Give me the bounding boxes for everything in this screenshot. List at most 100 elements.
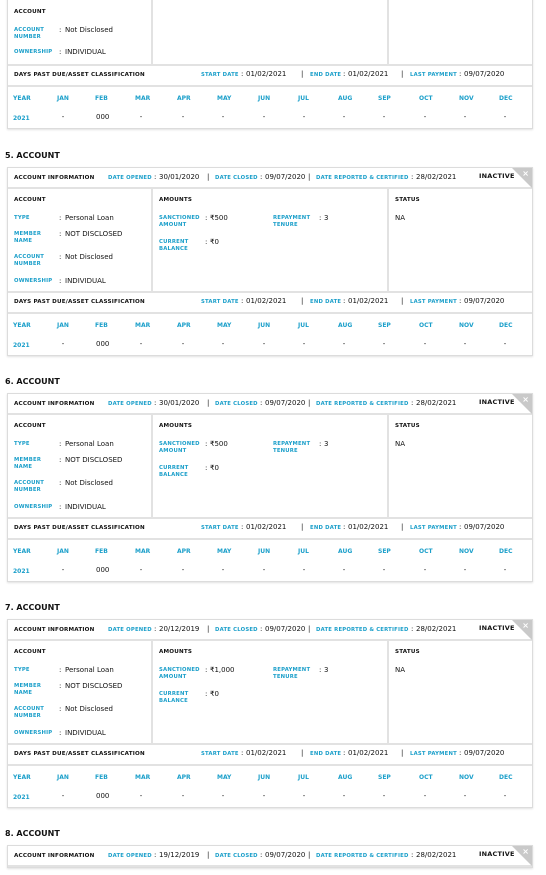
colon: :: [343, 297, 346, 305]
month-header: DEC: [499, 548, 513, 555]
field-label: OWNERSHIP: [14, 278, 53, 284]
account-info: ACCOUNT INFORMATION DATE OPENED:20/12/201…: [8, 620, 532, 641]
column-divider: [151, 189, 153, 291]
section-header: ACCOUNT INFORMATION: [14, 853, 95, 859]
field-label: OWNERSHIP: [14, 49, 53, 55]
info-label: DATE CLOSED: [215, 175, 258, 181]
colon: :: [205, 666, 208, 674]
month-header: JAN: [57, 95, 69, 102]
divider: |: [301, 749, 304, 757]
colon: :: [241, 70, 244, 78]
field-value: Not Disclosed: [65, 253, 113, 261]
field-label: OWNERSHIP: [14, 730, 53, 736]
month-header: OCT: [419, 548, 433, 555]
colon: :: [59, 26, 62, 34]
account-details: ACCOUNT ACCOUNT NUMBER: Not Disclosed OWNER…: [8, 0, 532, 66]
month-header: NOV: [459, 548, 474, 555]
field-value: Not Disclosed: [65, 479, 113, 487]
close-icon: ×: [522, 169, 529, 178]
dpd-value: 01/02/2021: [246, 297, 287, 305]
year-header: YEAR: [13, 548, 31, 555]
month-value: -: [342, 113, 346, 121]
colon: :: [59, 682, 62, 690]
dpd-label: LAST PAYMENT: [410, 525, 457, 531]
dpd-title: DAYS PAST DUE/ASSET CLASSIFICATION: [14, 72, 145, 78]
field-value: Personal Loan: [65, 214, 114, 222]
month-header: SEP: [378, 322, 391, 329]
month-header: MAR: [135, 774, 151, 781]
dpd-label: END DATE: [310, 72, 342, 78]
month-value: -: [302, 566, 306, 574]
month-value: -: [463, 566, 467, 574]
dpd-label: LAST PAYMENT: [410, 72, 457, 78]
section-header: AMOUNTS: [159, 423, 193, 429]
dpd-value: 01/02/2021: [348, 523, 389, 531]
month-header: APR: [177, 322, 191, 329]
colon: :: [205, 440, 208, 448]
month-header: SEP: [378, 774, 391, 781]
field-value: INDIVIDUAL: [65, 503, 106, 511]
dpd-label: LAST PAYMENT: [410, 751, 457, 757]
month-value: -: [423, 792, 427, 800]
year-header: YEAR: [13, 774, 31, 781]
colon: :: [343, 749, 346, 757]
account-heading: 7. ACCOUNT: [5, 603, 60, 612]
month-header: JUL: [298, 548, 309, 555]
status-badge: INACTIVE: [479, 172, 515, 180]
divider: |: [401, 523, 404, 531]
month-header: APR: [177, 95, 191, 102]
account-details: ACCOUNT TYPE: Personal Loan MEMBER NAME: NOT…: [8, 641, 532, 745]
divider: |: [308, 173, 311, 181]
colon: :: [260, 625, 263, 633]
field-value: NOT DISCLOSED: [65, 456, 123, 464]
section-header: STATUS: [395, 649, 420, 655]
month-header: JAN: [57, 548, 69, 555]
divider: |: [301, 523, 304, 531]
month-value: -: [61, 113, 65, 121]
months-row: YEAR JAN FEB MAR APR MAY JUN JUL AUG SEP OCT NOV DEC: [8, 540, 532, 560]
year-header: YEAR: [13, 322, 31, 329]
month-value: 000: [96, 340, 110, 348]
divider: |: [401, 749, 404, 757]
field-value: ₹500: [210, 440, 228, 448]
info-label: DATE CLOSED: [215, 627, 258, 633]
month-header: DEC: [499, 774, 513, 781]
close-icon: ×: [522, 847, 529, 856]
dpd-value: 09/07/2020: [464, 70, 505, 78]
info-value: 30/01/2020: [159, 173, 200, 181]
colon: :: [260, 851, 263, 859]
colon: :: [154, 173, 157, 181]
month-header: MAY: [217, 95, 232, 102]
close-icon: ×: [522, 395, 529, 404]
month-value: -: [181, 566, 185, 574]
column-divider: [387, 0, 389, 64]
month-value: -: [342, 566, 346, 574]
info-value: 28/02/2021: [416, 851, 457, 859]
month-header: JAN: [57, 322, 69, 329]
dpd-value: 01/02/2021: [246, 749, 287, 757]
status-value: NA: [395, 666, 406, 674]
colon: :: [411, 173, 414, 181]
dpd-header: DAYS PAST DUE/ASSET CLASSIFICATION START …: [8, 519, 532, 540]
dpd-value: 01/02/2021: [246, 70, 287, 78]
divider: |: [308, 851, 311, 859]
dpd-header: DAYS PAST DUE/ASSET CLASSIFICATION START …: [8, 293, 532, 314]
month-header: OCT: [419, 95, 433, 102]
colon: :: [319, 666, 322, 674]
field-label: ACCOUNT NUMBER: [14, 706, 45, 719]
info-label: DATE REPORTED & CERTIFIED: [316, 853, 409, 859]
field-value: Not Disclosed: [65, 705, 113, 713]
month-value: -: [221, 113, 225, 121]
month-header: OCT: [419, 322, 433, 329]
colon: :: [205, 690, 208, 698]
month-value: -: [302, 340, 306, 348]
info-value: 28/02/2021: [416, 399, 457, 407]
month-header: JUN: [258, 548, 271, 555]
field-value: 3: [324, 666, 329, 674]
month-header: FEB: [95, 774, 108, 781]
field-value: INDIVIDUAL: [65, 729, 106, 737]
month-header: AUG: [338, 95, 353, 102]
dpd-label: START DATE: [201, 751, 239, 757]
field-label: MEMBER NAME: [14, 231, 42, 244]
account-details: ACCOUNT TYPE: Personal Loan MEMBER NAME: NOT…: [8, 415, 532, 519]
